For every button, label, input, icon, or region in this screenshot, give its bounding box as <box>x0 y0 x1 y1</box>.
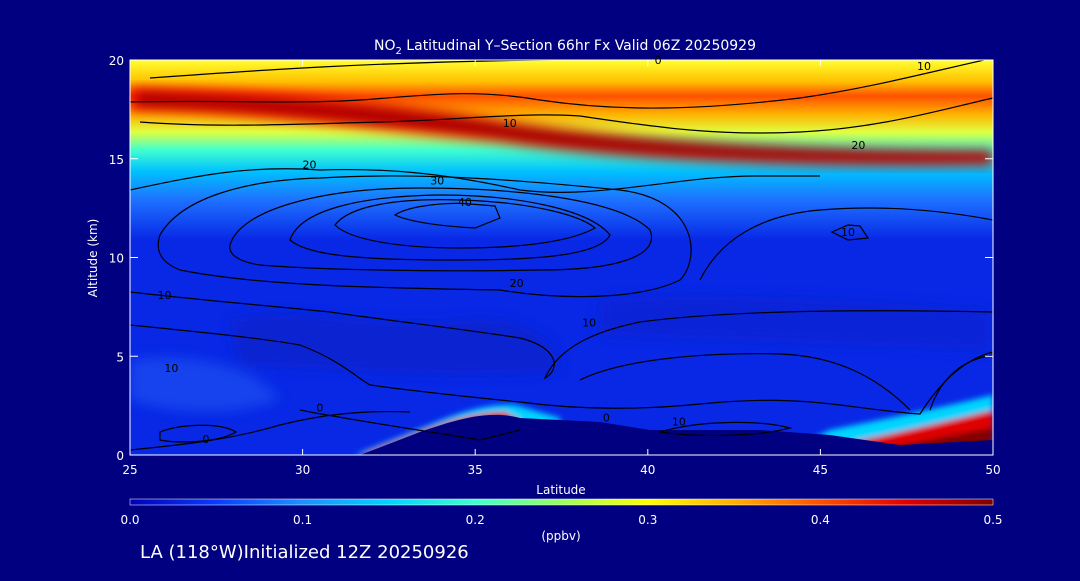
contour-label-12: 0 <box>603 411 610 424</box>
colorbar-ticks: 0.0 0.1 0.2 0.3 0.4 0.5 <box>120 513 1002 527</box>
contour-0-far-right <box>929 354 993 411</box>
plot-area <box>130 60 993 455</box>
title-species: NO <box>374 38 396 54</box>
y-axis-label: Altitude (km) <box>86 219 100 298</box>
x-axis-label: Latitude <box>536 483 585 497</box>
strat-core-path <box>130 88 993 166</box>
contour-10-right <box>699 207 993 281</box>
contour-label-3: 20 <box>303 159 317 172</box>
contour-label-1: 10 <box>503 117 517 130</box>
y-tick-label-0: 0 <box>116 449 124 463</box>
contour-label-11: 0 <box>316 402 323 415</box>
x-tick-label-2: 35 <box>468 463 483 477</box>
contour-label-14: 20 <box>851 139 865 152</box>
contour-10-bottom <box>659 421 793 437</box>
contour-40-inner <box>393 202 501 229</box>
title-subscript: 2 <box>395 46 401 57</box>
colorbar-tick-label-3: 0.3 <box>638 513 657 527</box>
colorbar-tick-label-0: 0.0 <box>120 513 139 527</box>
contour-40-outer <box>334 199 597 249</box>
y-axis: 0 5 10 15 20 <box>109 54 993 463</box>
title-rest: Latitudinal Y–Section 66hr Fx Valid 06Z … <box>402 38 756 54</box>
chart-title: NO2 Latitudinal Y–Section 66hr Fx Valid … <box>374 38 756 57</box>
contour-label-13: 10 <box>672 415 686 428</box>
colorbar-tick-label-5: 0.5 <box>983 513 1002 527</box>
contour-label-group: 0 10 10 20 30 40 20 10 10 10 0 0 0 10 20 10 <box>158 54 931 446</box>
y-tick-label-2: 10 <box>109 252 124 266</box>
contour-30 <box>229 187 653 272</box>
contour-35 <box>289 194 611 261</box>
contour-10-mid <box>130 291 993 380</box>
contour-label-8: 10 <box>841 226 855 239</box>
colorbar-tick-label-1: 0.1 <box>293 513 312 527</box>
contour-0-bottom <box>130 410 411 451</box>
contour-label-0: 0 <box>655 54 662 67</box>
x-tick-label-4: 45 <box>813 463 828 477</box>
contour-0-lower <box>299 409 521 441</box>
footer-init-info: LA (118°W)Initialized 12Z 20250926 <box>140 542 469 563</box>
y-tick-label-3: 15 <box>109 153 124 167</box>
contour-20 <box>130 168 820 193</box>
colorbar-label: (ppbv) <box>541 529 580 543</box>
y-tick-label-1: 5 <box>116 350 124 364</box>
contour-label-2: 10 <box>917 60 931 73</box>
contour-10-small <box>830 224 870 241</box>
x-tick-label-1: 30 <box>295 463 310 477</box>
x-tick-label-5: 50 <box>985 463 1000 477</box>
contour-0-right <box>579 353 911 411</box>
colorbar-tick-label-2: 0.2 <box>466 513 485 527</box>
contour-label-4: 30 <box>430 174 444 187</box>
contour-0-mid <box>130 324 993 415</box>
colorbar-tick-label-4: 0.4 <box>811 513 830 527</box>
colorbar-bar <box>129 498 994 506</box>
contour-lines <box>130 60 993 451</box>
mid-troposphere-patches <box>130 295 990 412</box>
x-tick-label-3: 40 <box>640 463 655 477</box>
colorbar: 0.0 0.1 0.2 0.3 0.4 0.5 (ppbv) <box>120 498 1003 543</box>
contour-10-upper <box>130 60 987 109</box>
contour-label-15: 10 <box>164 362 178 375</box>
contour-10-lower <box>139 97 993 134</box>
x-axis: 25 30 35 40 45 50 <box>122 60 1001 477</box>
contour-label-5: 40 <box>458 196 472 209</box>
contour-20-closed <box>157 175 692 298</box>
x-tick-label-0: 25 <box>122 463 137 477</box>
contour-label-6: 20 <box>510 277 524 290</box>
terrain-mask <box>130 414 993 455</box>
strat-core-dark <box>140 95 993 161</box>
contour-0-left-loop <box>159 424 238 443</box>
contour-label-7: 10 <box>582 317 596 330</box>
contour-label-9: 10 <box>158 289 172 302</box>
contour-label-10: 0 <box>202 433 209 446</box>
y-tick-label-4: 20 <box>109 54 124 68</box>
stratospheric-core <box>130 88 993 166</box>
contour-0-top <box>149 60 608 79</box>
